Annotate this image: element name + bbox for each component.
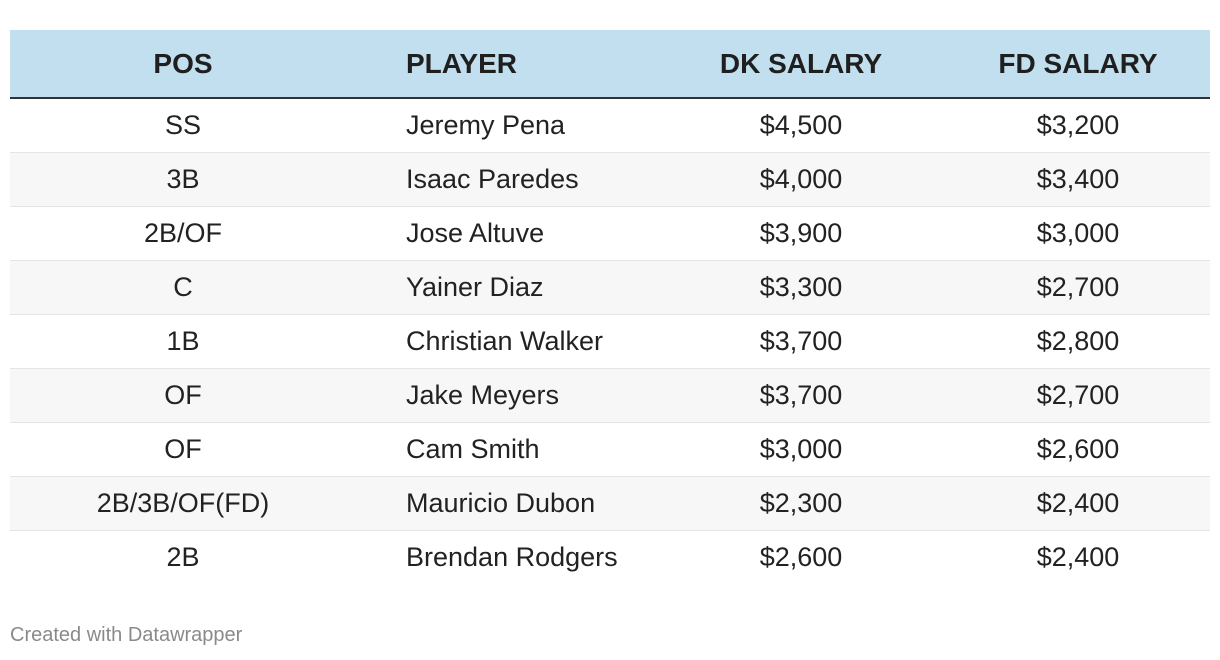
cell-pos: 1B — [10, 314, 356, 369]
cell-player: Isaac Paredes — [356, 152, 656, 207]
cell-player: Yainer Diaz — [356, 260, 656, 315]
table-row: SS Jeremy Pena $4,500 $3,200 — [10, 98, 1210, 153]
table-row: 1B Christian Walker $3,700 $2,800 — [10, 314, 1210, 369]
cell-dk-salary: $3,900 — [656, 206, 946, 261]
table-row: 2B/3B/OF(FD) Mauricio Dubon $2,300 $2,400 — [10, 476, 1210, 531]
cell-fd-salary: $2,800 — [946, 314, 1210, 369]
cell-dk-salary: $2,600 — [759, 541, 843, 572]
cell-dk-salary: $4,000 — [656, 152, 946, 207]
cell-player: Cam Smith — [356, 422, 656, 477]
cell-fd-salary: $3,400 — [946, 152, 1210, 207]
table-body: SS Jeremy Pena $4,500 $3,200 3B Isaac Paredes… — [10, 98, 1210, 584]
cell-fd-salary: $2,400 — [1036, 541, 1120, 572]
table-row: C Yainer Diaz $3,300 $2,700 — [10, 260, 1210, 315]
cell-player: Mauricio Dubon — [356, 476, 656, 531]
table-row: OF Cam Smith $3,000 $2,600 — [10, 422, 1210, 477]
table-row: 2B Brendan Rodgers $2,600 $2,400 — [10, 530, 1210, 584]
cell-dk-salary: $3,700 — [656, 368, 946, 423]
cell-fd-salary: $2,700 — [946, 260, 1210, 315]
table-row: 2B/OF Jose Altuve $3,900 $3,000 — [10, 206, 1210, 261]
salary-table-container: POS PLAYER DK SALARY FD SALARY SS Jeremy … — [10, 30, 1210, 584]
datawrapper-credit: Created with Datawrapper — [10, 624, 243, 646]
cell-fd-salary: $2,600 — [946, 422, 1210, 477]
cell-dk-salary: $3,300 — [656, 260, 946, 315]
table-row: OF Jake Meyers $3,700 $2,700 — [10, 368, 1210, 423]
cell-fd-salary: $2,700 — [946, 368, 1210, 423]
cell-pos: SS — [10, 98, 356, 153]
cell-dk-salary: $4,500 — [656, 98, 946, 153]
cell-player: Brendan Rodgers — [406, 541, 618, 572]
cell-pos: 3B — [10, 152, 356, 207]
cell-dk-salary: $3,000 — [656, 422, 946, 477]
cell-pos: OF — [10, 422, 356, 477]
column-header-pos: POS — [10, 30, 356, 99]
cell-pos: 2B/OF — [10, 206, 356, 261]
cell-player: Christian Walker — [356, 314, 656, 369]
cell-fd-salary: $3,000 — [946, 206, 1210, 261]
cell-pos: 2B — [166, 541, 200, 572]
cell-player: Jeremy Pena — [356, 98, 656, 153]
column-header-fd-salary: FD SALARY — [946, 30, 1210, 99]
cell-fd-salary: $2,400 — [946, 476, 1210, 531]
cell-pos: C — [10, 260, 356, 315]
salary-table: POS PLAYER DK SALARY FD SALARY SS Jeremy … — [10, 30, 1210, 584]
column-header-player: PLAYER — [356, 30, 656, 99]
column-header-dk-salary: DK SALARY — [656, 30, 946, 99]
cell-pos: OF — [10, 368, 356, 423]
cell-player: Jake Meyers — [356, 368, 656, 423]
cell-dk-salary: $2,300 — [656, 476, 946, 531]
table-row: 3B Isaac Paredes $4,000 $3,400 — [10, 152, 1210, 207]
table-header: POS PLAYER DK SALARY FD SALARY — [10, 30, 1210, 99]
cell-dk-salary: $3,700 — [656, 314, 946, 369]
cell-player: Jose Altuve — [356, 206, 656, 261]
table-header-row: POS PLAYER DK SALARY FD SALARY — [10, 30, 1210, 99]
cell-fd-salary: $3,200 — [946, 98, 1210, 153]
cell-pos: 2B/3B/OF(FD) — [10, 476, 356, 531]
